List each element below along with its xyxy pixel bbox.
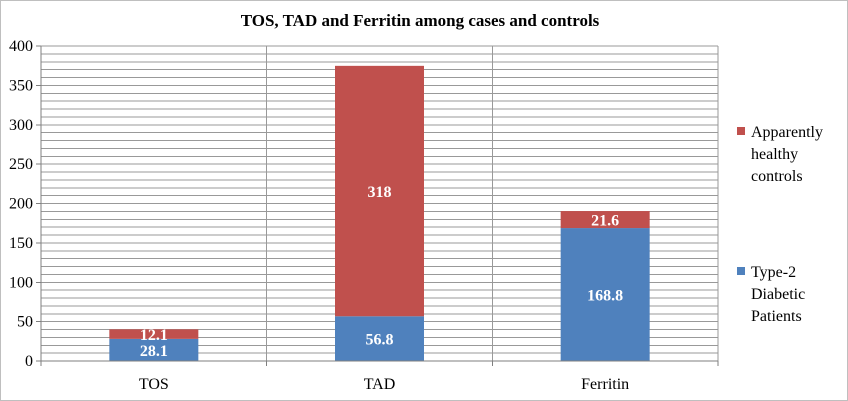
data-label: 168.8 <box>587 288 623 305</box>
y-tick-label: 100 <box>9 274 33 291</box>
y-tick-label: 200 <box>9 196 33 213</box>
data-label: 318 <box>368 184 392 201</box>
y-tick-label: 0 <box>25 353 33 370</box>
legend-label: controls <box>751 168 803 185</box>
bar-segment-ferritin-series-1 <box>560 228 650 361</box>
bar-segment-tad-series-1 <box>335 316 424 361</box>
y-tick-label: 300 <box>9 117 33 134</box>
data-label: 21.6 <box>591 213 619 230</box>
legend-swatch <box>737 267 745 275</box>
legend-label: Diabetic <box>751 286 805 303</box>
data-label: 28.1 <box>140 343 168 360</box>
x-tick-label: TOS <box>139 376 169 393</box>
x-tick-label: Ferritin <box>581 376 629 393</box>
data-label: 56.8 <box>366 332 394 349</box>
legend-label: healthy <box>751 146 798 163</box>
y-tick-label: 400 <box>9 38 33 55</box>
legend-label: Apparently <box>751 124 823 141</box>
data-labels: 28.112.1 56.8 318 168.8 21.6 <box>140 184 623 360</box>
y-tick-label: 350 <box>9 77 33 94</box>
y-tick-label: 50 <box>17 314 33 331</box>
data-label: 12.1 <box>140 327 168 344</box>
bar-segment-tos-series-2 <box>109 329 199 339</box>
y-tick-label: 250 <box>9 156 33 173</box>
y-tick-label: 150 <box>9 235 33 252</box>
legend: Apparently healthy controls Type-2 Diabetic P… <box>737 124 823 325</box>
legend-label: Type-2 <box>751 264 796 281</box>
legend-swatch <box>737 127 745 135</box>
legend-label: Patients <box>751 308 802 325</box>
bar-segment-tad-series-2 <box>335 65 424 317</box>
chart-title: TOS, TAD and Ferritin among cases and co… <box>241 11 600 30</box>
bar-segment-ferritin-series-2 <box>560 211 650 229</box>
bars <box>109 65 650 361</box>
x-tick-label: TAD <box>364 376 396 393</box>
axes: TOS TAD Ferritin 0 50 100 150 200 250 300 350 400 <box>9 38 719 393</box>
bar-segment-tos-series-1 <box>109 338 199 361</box>
